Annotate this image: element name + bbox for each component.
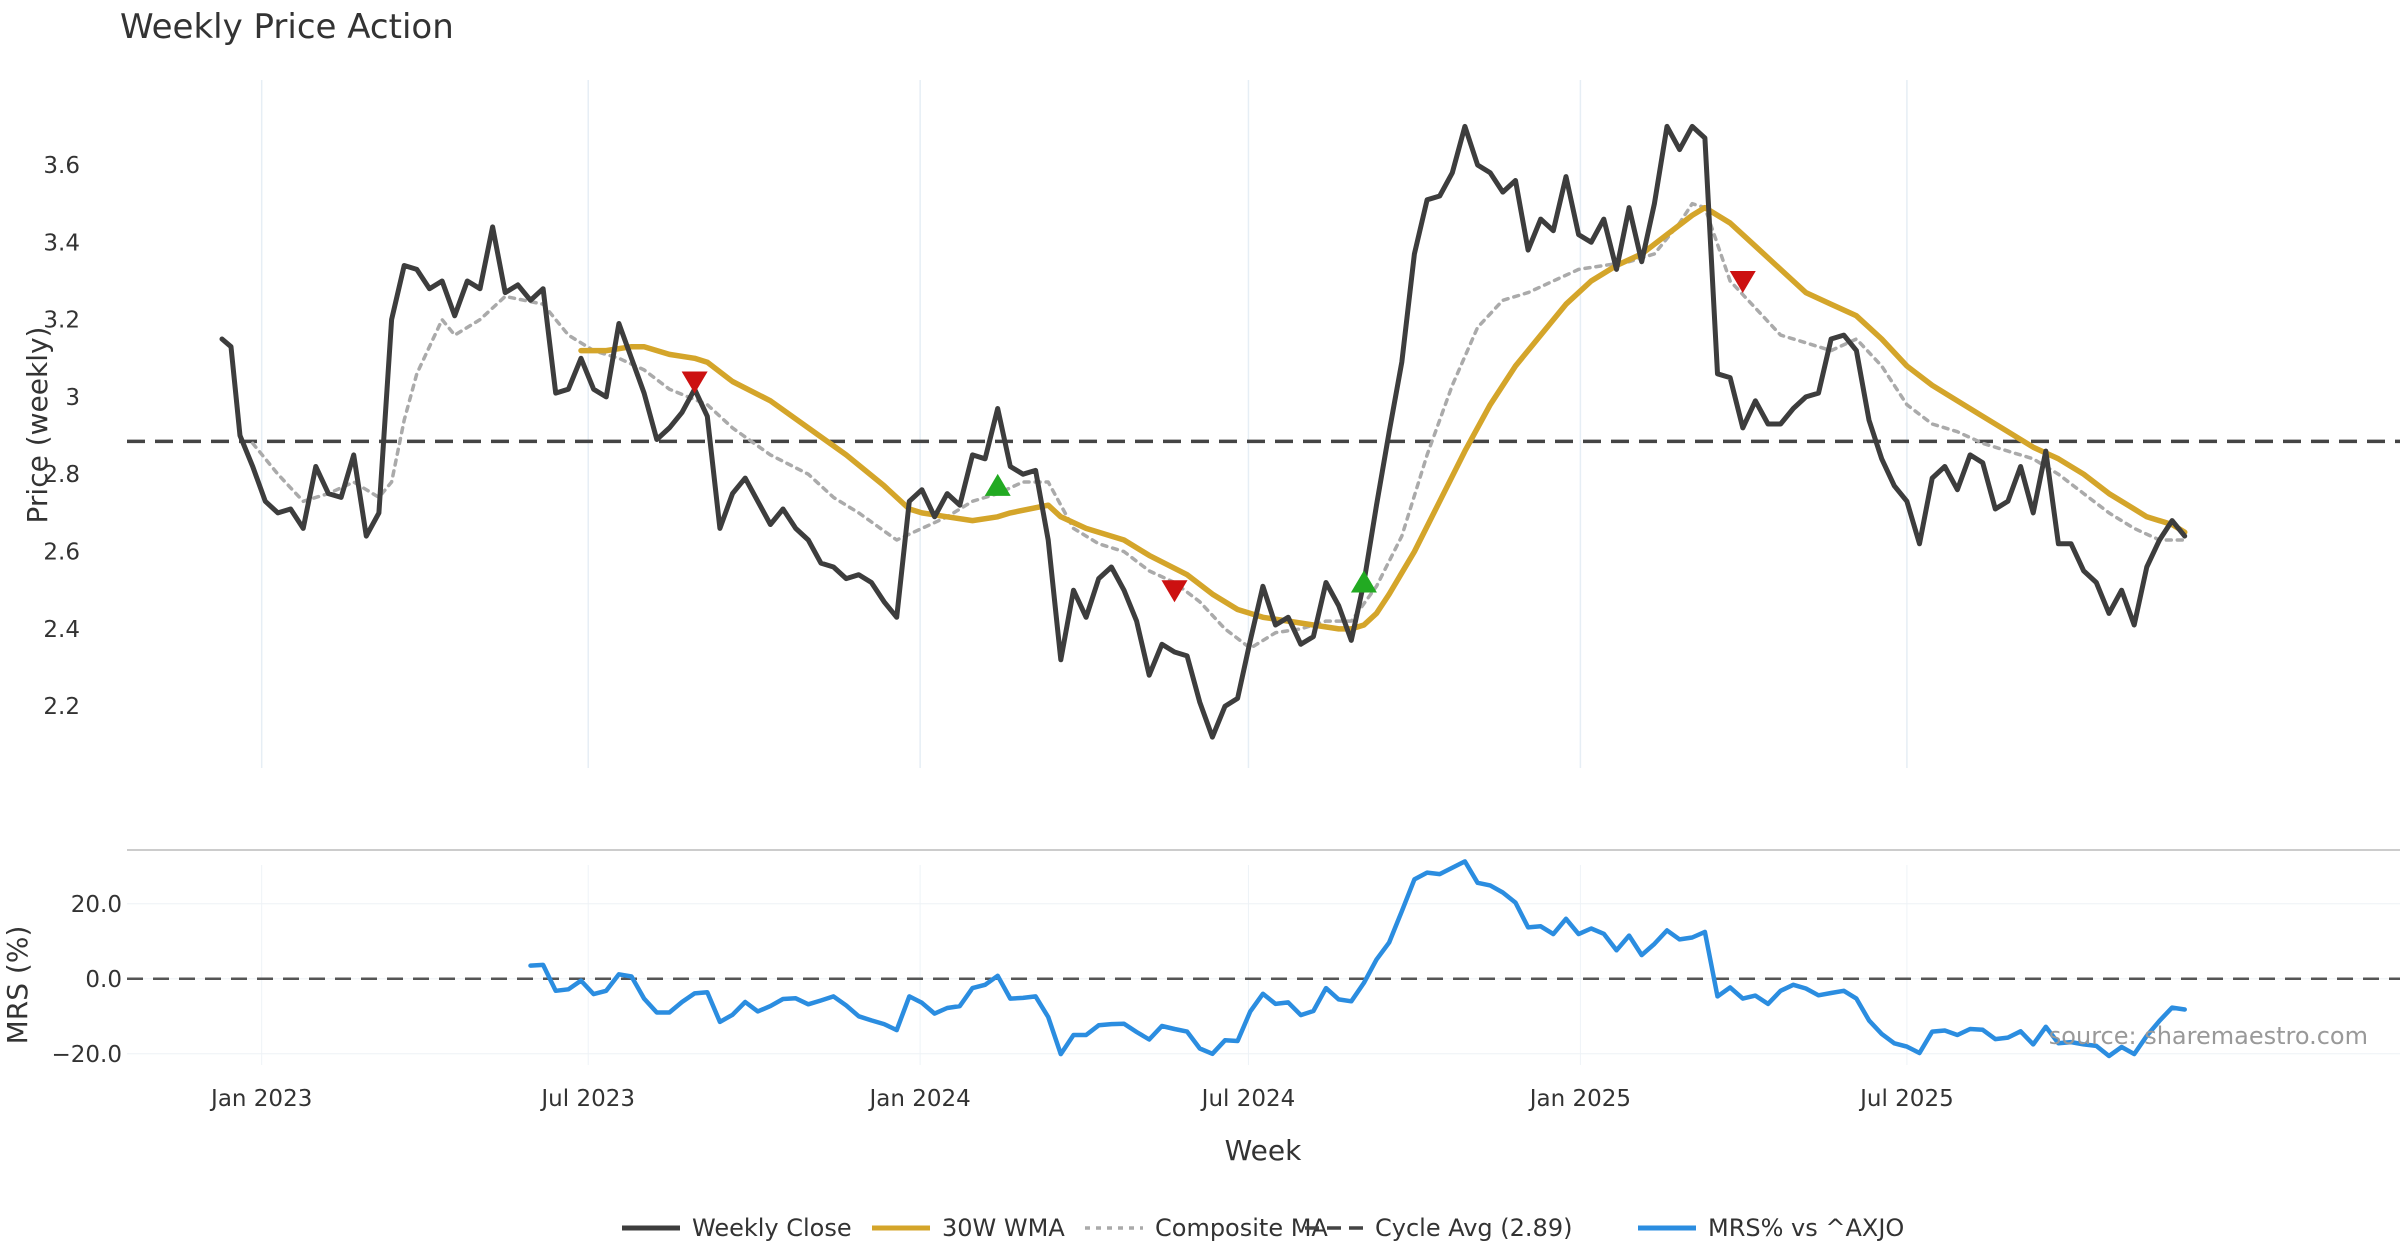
x-axis-ticks: Jan 2023 Jul 2023 Jan 2024 Jul 2024 Jan 2025… (209, 1086, 1954, 1112)
mrs-y-ticks: −20.0 0.0 20.0 (52, 892, 122, 1068)
weekly-close-line (219, 123, 2188, 740)
x-tick-label: Jul 2023 (539, 1086, 635, 1112)
legend-label-30w-wma: 30W WMA (942, 1214, 1065, 1242)
composite-ma-line (250, 201, 2187, 650)
buy-signal-marker (1350, 570, 1377, 593)
signal-markers (681, 270, 1756, 603)
buy-signal-marker (984, 473, 1011, 496)
mrs-y-axis-title: MRS (%) (1, 926, 34, 1045)
price-gridlines (260, 80, 1908, 768)
mrs-series (127, 859, 2400, 1059)
chart-title: Weekly Price Action (120, 7, 454, 47)
30w-wma-line (578, 204, 2188, 632)
price-y-tick-label: 2.6 (43, 540, 80, 566)
x-tick-label: Jan 2024 (867, 1086, 970, 1112)
price-y-axis-title: Price (weekly) (21, 327, 54, 524)
x-tick-label: Jan 2025 (1528, 1086, 1631, 1112)
mrs-vs-axjo-line (528, 859, 2187, 1059)
x-axis-title: Week (1225, 1134, 1302, 1167)
legend-label-composite-ma: Composite MA (1155, 1214, 1328, 1242)
price-y-ticks: 2.2 2.4 2.6 2.8 3 3.2 3.4 3.6 (43, 153, 80, 720)
price-y-tick-label: 2.2 (43, 694, 80, 720)
mrs-y-tick-label: 20.0 (71, 892, 122, 918)
price-y-tick-label: 2.8 (43, 462, 80, 488)
sell-signal-marker (1729, 270, 1756, 293)
x-tick-label: Jan 2023 (209, 1086, 312, 1112)
price-series (127, 123, 2400, 740)
mrs-y-tick-label: −20.0 (52, 1042, 122, 1068)
sell-signal-marker (1161, 580, 1188, 603)
x-tick-label: Jul 2024 (1200, 1086, 1296, 1112)
price-y-tick-label: 3 (65, 385, 80, 411)
price-y-tick-label: 3.6 (43, 153, 80, 179)
legend-label-weekly-close: Weekly Close (692, 1214, 852, 1242)
source-credit: source: sharemaestro.com (2049, 1022, 2368, 1050)
mrs-y-tick-label: 0.0 (85, 967, 122, 993)
legend-label-mrs-vs-axjo: MRS% vs ^AXJO (1708, 1214, 1904, 1242)
price-y-tick-label: 3.4 (43, 230, 80, 256)
chart-legend: Weekly Close 30W WMA Composite MA Cycle Avg… (622, 1214, 1904, 1242)
legend-label-cycle-avg-2-89: Cycle Avg (2.89) (1375, 1214, 1572, 1242)
price-y-tick-label: 3.2 (43, 308, 80, 334)
price-y-tick-label: 2.4 (43, 617, 80, 643)
x-tick-label: Jul 2025 (1858, 1086, 1954, 1112)
sell-signal-marker (681, 371, 708, 394)
